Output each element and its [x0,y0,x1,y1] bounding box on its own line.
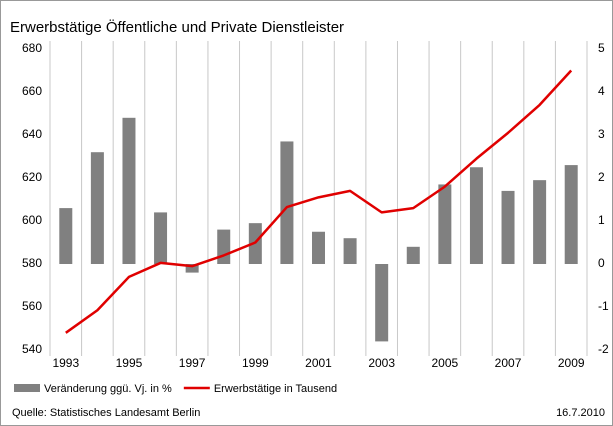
y2-tick-label: -1 [598,299,609,313]
bar [122,117,136,264]
line [65,69,573,334]
date: 16.7.2010 [556,407,605,419]
y2-tick-label: 3 [598,127,605,141]
y-tick-label: 560 [22,299,42,313]
x-tick-label: 2005 [432,356,459,370]
y-tick-label: 660 [22,84,42,98]
bar [185,264,199,273]
y2-tick-label: 0 [598,256,605,270]
bar [312,231,325,264]
y-tick-label: 640 [22,127,42,141]
y2-tick-label: 4 [598,84,605,98]
bar [154,212,168,264]
source: Quelle: Statistisches Landesamt Berlin [12,407,200,419]
x-tick-label: 2009 [558,356,585,370]
bar [217,229,231,264]
x-tick-label: 1995 [116,356,143,370]
y-tick-label: 680 [22,41,42,55]
y-tick-label: 620 [22,170,42,184]
x-tick-label: 1993 [52,356,79,370]
x-tick-label: 2001 [305,356,332,370]
y2-tick-label: 2 [598,170,605,184]
legend-swatch [14,384,40,392]
y-tick-label: 540 [22,342,42,356]
y2-tick-label: -2 [598,342,609,356]
chart-title: Erwerbstätige Öffentliche und Private Di… [10,18,344,36]
x-tick-label: 2007 [495,356,522,370]
y-tick-label: 580 [22,256,42,270]
y-tick-label: 600 [22,213,42,227]
bar [501,190,515,264]
bar [343,238,357,264]
bar [564,165,578,264]
bar [375,264,389,342]
bar [469,167,483,264]
bar [59,208,73,264]
y2-tick-label: 5 [598,41,605,55]
bar [438,184,452,264]
y2-tick-label: 1 [598,213,605,227]
bar [533,180,547,264]
legend-label: Veränderung ggü. Vj. in % [44,383,172,395]
bar [90,152,104,264]
x-tick-label: 2003 [368,356,395,370]
bar [406,246,420,264]
bar [280,141,294,264]
legend-label: Erwerbstätige in Tausend [214,383,337,395]
x-tick-label: 1997 [179,356,206,370]
x-tick-label: 1999 [242,356,269,370]
